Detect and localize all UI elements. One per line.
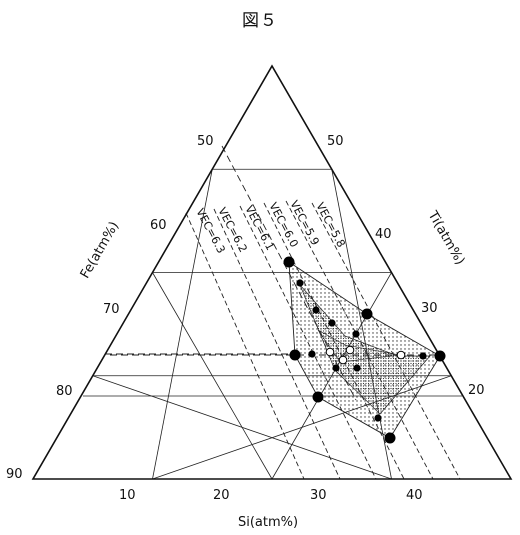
open-point-2 [339, 356, 347, 364]
fe-axis-title: Fe(atm%) [78, 219, 122, 281]
ti-tick-40: 40 [375, 227, 392, 242]
large-point-1 [284, 257, 295, 268]
small-point-5 [308, 350, 315, 357]
si-tick-40: 40 [406, 488, 423, 503]
small-point-2 [312, 306, 319, 313]
si-tick-10: 10 [119, 488, 136, 503]
small-point-9 [374, 414, 381, 421]
composition-regions [289, 262, 440, 438]
guide-dashed-lines [105, 146, 460, 479]
large-point-6 [290, 350, 301, 361]
fe-tick-labels: 50 60 70 80 90 [6, 134, 214, 482]
small-point-4 [352, 330, 359, 337]
open-point-1 [326, 348, 334, 356]
ti-tick-50: 50 [327, 134, 344, 149]
large-point-4 [385, 433, 396, 444]
open-point-3 [346, 346, 354, 354]
fe-tick-60: 60 [150, 218, 167, 233]
large-point-3 [435, 351, 446, 362]
si-axis-title: Si(atm%) [238, 515, 298, 530]
vec-labels: VEC=6.3 VEC=6.2 VEC=6.1 VEC=6.0 VEC=5.9 … [193, 198, 347, 255]
ti-tick-20: 20 [468, 383, 485, 398]
si-tick-20: 20 [213, 488, 230, 503]
small-point-8 [419, 352, 426, 359]
fe-tick-50: 50 [197, 134, 214, 149]
dashed-line-1 [186, 213, 304, 479]
large-point-5 [313, 392, 324, 403]
small-point-6 [332, 364, 339, 371]
small-point-3 [328, 319, 335, 326]
fe-tick-80: 80 [56, 384, 73, 399]
small-point-7 [353, 364, 360, 371]
ti-axis-title: Ti(atm%) [424, 208, 467, 268]
fe-tick-70: 70 [103, 302, 120, 317]
small-point-1 [296, 279, 303, 286]
fe-tick-90: 90 [6, 467, 23, 482]
ti-tick-30: 30 [421, 301, 438, 316]
large-point-2 [362, 309, 373, 320]
si-tick-labels: 10 20 30 40 [119, 488, 423, 503]
si-tick-30: 30 [310, 488, 327, 503]
open-point-4 [397, 351, 405, 359]
